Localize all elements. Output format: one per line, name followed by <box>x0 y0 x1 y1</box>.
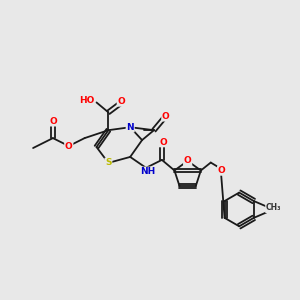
Text: NH: NH <box>140 167 156 176</box>
Text: O: O <box>162 112 170 121</box>
Text: O: O <box>159 138 167 147</box>
Text: CH₃: CH₃ <box>266 203 281 212</box>
Text: Cl: Cl <box>268 206 278 215</box>
Text: O: O <box>49 117 57 126</box>
Text: O: O <box>117 97 125 106</box>
Text: N: N <box>126 123 134 132</box>
Text: O: O <box>218 166 226 175</box>
Text: S: S <box>105 158 112 167</box>
Text: O: O <box>65 142 73 151</box>
Text: HO: HO <box>79 96 94 105</box>
Text: O: O <box>184 156 191 165</box>
